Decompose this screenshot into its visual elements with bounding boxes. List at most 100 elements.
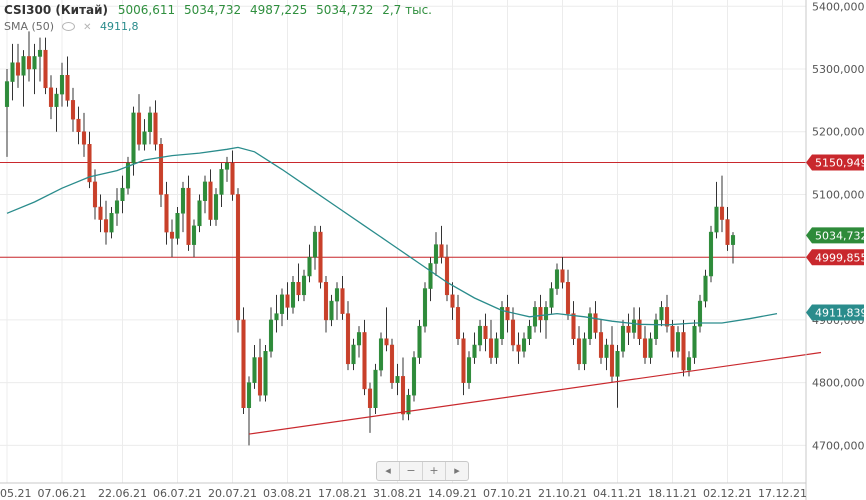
candle xyxy=(263,345,268,402)
candle xyxy=(450,282,455,320)
candle-up xyxy=(692,325,697,358)
y-tick-label: 5300,000 xyxy=(812,63,865,76)
candle-up xyxy=(582,338,587,365)
candle-up xyxy=(472,344,477,358)
candle xyxy=(510,307,516,352)
hline-label-upper: 5150,949 xyxy=(806,154,866,171)
candle-down xyxy=(488,338,494,358)
candle xyxy=(543,301,549,339)
candle-down xyxy=(362,332,367,390)
scroll-right-button[interactable]: ▸ xyxy=(454,464,460,477)
candle-down xyxy=(455,307,461,339)
scroll-left-button[interactable]: ◂ xyxy=(377,462,400,480)
low-value: 4987,225 xyxy=(250,3,308,17)
candle-up xyxy=(114,200,120,214)
candle xyxy=(598,319,604,364)
candle-up xyxy=(422,288,428,327)
candle xyxy=(433,232,439,276)
candle-down xyxy=(609,344,615,377)
hline-label-lower-bg xyxy=(806,249,864,266)
candle-down xyxy=(571,313,576,339)
candle xyxy=(362,319,367,396)
candle-up xyxy=(659,307,664,321)
close-icon[interactable]: ✕ xyxy=(83,22,92,33)
candle xyxy=(428,257,433,302)
candle-up xyxy=(351,344,356,365)
indicator-name: SMA (50) xyxy=(4,20,55,33)
candle-down xyxy=(208,181,213,220)
candle xyxy=(103,200,109,245)
candle xyxy=(367,382,373,433)
x-axis-ticks: 24.05.21 07.06.21 22.06.21 06.07.21 20.07.21… xyxy=(0,487,807,500)
x-tick-label: 02.12.21 xyxy=(703,487,752,500)
candle xyxy=(230,150,235,201)
candle xyxy=(257,338,263,402)
candle-down xyxy=(642,338,648,358)
candle-down xyxy=(87,144,92,183)
x-tick-label: 22.06.21 xyxy=(98,487,147,500)
candle-down xyxy=(719,206,725,220)
hline-label-lower: 4999,855 xyxy=(806,249,866,266)
candle xyxy=(626,313,631,345)
candle xyxy=(637,307,642,345)
candle xyxy=(4,69,10,157)
candle xyxy=(582,332,587,371)
candle-up xyxy=(312,231,318,258)
candle-up xyxy=(653,319,659,339)
candle xyxy=(136,94,142,151)
candle xyxy=(659,301,664,327)
candle xyxy=(488,319,494,364)
candle xyxy=(279,288,285,327)
candle xyxy=(54,87,59,132)
candle xyxy=(224,156,230,182)
candle-down xyxy=(257,357,263,396)
sma-price-label-bg xyxy=(806,304,864,321)
candle-up xyxy=(224,162,230,170)
candle xyxy=(521,332,527,358)
candle-up xyxy=(120,187,125,201)
candle xyxy=(147,106,153,145)
zoom-out-button[interactable]: − xyxy=(400,462,423,480)
candle-up xyxy=(202,181,208,201)
candle xyxy=(252,345,257,389)
candle-down xyxy=(664,307,670,327)
y-axis-ticks: 4700,0004800,0004900,0005000,0005100,000… xyxy=(812,0,865,452)
candle-up xyxy=(521,338,527,352)
candle-up xyxy=(147,112,153,132)
candle-down xyxy=(76,118,81,132)
candle xyxy=(202,175,208,214)
candle xyxy=(48,75,54,120)
candle xyxy=(301,269,307,302)
candle-down xyxy=(65,75,70,101)
candle-up xyxy=(675,332,681,352)
candle xyxy=(312,225,318,270)
candle xyxy=(373,363,378,414)
candle-down xyxy=(296,282,301,296)
candle-up xyxy=(620,325,626,352)
candle xyxy=(697,294,703,333)
candle xyxy=(565,269,571,320)
candle-down xyxy=(15,62,21,76)
candle-down xyxy=(345,313,351,365)
eye-icon[interactable] xyxy=(61,21,75,31)
candle-down xyxy=(439,244,444,258)
x-tick-label: 21.10.21 xyxy=(538,487,587,500)
candle-down xyxy=(510,319,516,346)
zoom-in-button[interactable]: + xyxy=(423,462,446,480)
candle xyxy=(65,56,70,107)
x-tick-label: 24.05.21 xyxy=(0,487,31,500)
candle xyxy=(708,225,714,283)
x-tick-label: 07.06.21 xyxy=(38,487,87,500)
candle xyxy=(296,263,301,302)
candle-down xyxy=(285,294,290,308)
candle xyxy=(208,169,213,226)
candle xyxy=(345,301,351,371)
candle-down xyxy=(103,219,109,233)
x-tick-label: 03.08.21 xyxy=(263,487,312,500)
candle-down xyxy=(389,344,395,383)
candle xyxy=(213,188,219,226)
candle xyxy=(609,326,615,383)
candle-down xyxy=(505,307,510,321)
candle xyxy=(10,43,15,101)
